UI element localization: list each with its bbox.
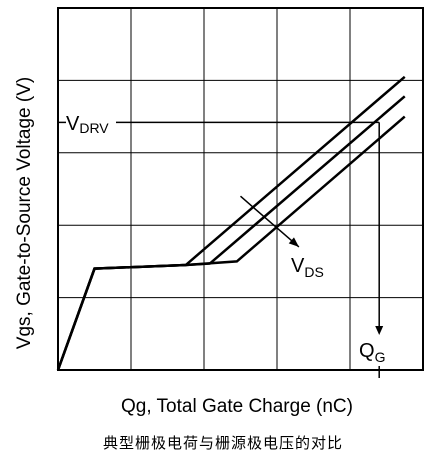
vds-arrowhead (288, 237, 299, 247)
plot-frame (57, 7, 424, 371)
grid-lines (58, 8, 423, 370)
annotation-layer (58, 121, 384, 378)
series-line (56, 95, 406, 371)
series-line (56, 75, 406, 371)
series-layer (56, 75, 406, 371)
vds-arrow-line (240, 195, 300, 248)
qg-arrowhead (375, 326, 384, 335)
gate-charge-chart: Vgs, Gate-to-Source Voltage (V) Qg, Tota… (14, 7, 424, 417)
vds-label: VDS (291, 255, 324, 280)
x-axis-label: Qg, Total Gate Charge (nC) (121, 396, 353, 417)
vdrv-label: VDRV (66, 113, 109, 136)
qg-label: QG (359, 340, 385, 365)
y-axis-label: Vgs, Gate-to-Source Voltage (V) (14, 77, 35, 349)
series-line (56, 115, 406, 371)
figure-caption: 典型栅极电荷与栅源极电压的对比 (102, 434, 343, 452)
